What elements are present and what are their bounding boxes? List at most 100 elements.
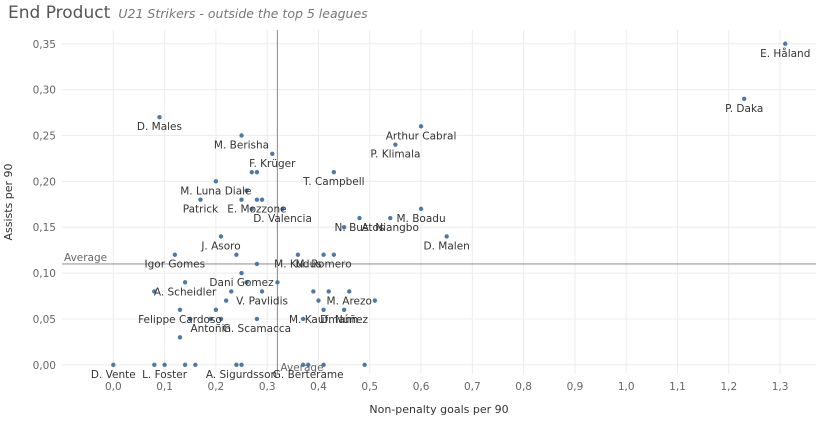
data-point xyxy=(321,363,325,367)
average-y-label: Average xyxy=(64,252,107,264)
data-point xyxy=(214,308,218,312)
point-label: D. Males xyxy=(137,121,182,133)
data-point xyxy=(255,262,259,266)
point-label: A. Sigurdsson xyxy=(206,369,277,381)
data-point xyxy=(219,234,223,238)
x-axis-ticks: 0,0 0,1 0,2 0,3 0,4 0,5 0,6 0,7 0,8 0,9 1,0 1,1 1,2 1… xyxy=(105,381,789,393)
data-point xyxy=(157,115,161,119)
data-point xyxy=(255,198,259,202)
point-label: D. Valencia xyxy=(253,213,312,225)
data-point xyxy=(357,216,361,220)
point-label: D. Vente xyxy=(91,369,136,381)
data-point xyxy=(214,179,218,183)
data-point xyxy=(419,124,423,128)
data-point xyxy=(224,298,228,302)
x-tick-label: 0,5 xyxy=(361,381,378,393)
data-point xyxy=(111,363,115,367)
y-tick-label: 0,25 xyxy=(33,130,56,142)
x-tick-label: 0,3 xyxy=(259,381,276,393)
data-point xyxy=(239,271,243,275)
x-tick-label: 1,0 xyxy=(618,381,635,393)
x-tick-label: 0,8 xyxy=(515,381,532,393)
data-point xyxy=(173,253,177,257)
y-axis-label: Assists per 90 xyxy=(2,163,15,240)
y-tick-label: 0,20 xyxy=(33,176,56,188)
data-point xyxy=(260,198,264,202)
x-tick-label: 0,7 xyxy=(464,381,481,393)
point-labels: E. Håland P. Daka Arthur Cabral D. Males M. … xyxy=(91,47,811,381)
x-tick-label: 0,6 xyxy=(413,381,430,393)
data-point xyxy=(388,216,392,220)
point-label: J. Asoro xyxy=(200,240,240,252)
point-label: G. Berterame xyxy=(273,369,344,381)
point-label: F. Krüger xyxy=(249,158,296,170)
y-tick-label: 0,30 xyxy=(33,85,56,97)
x-tick-label: 0,1 xyxy=(156,381,173,393)
data-point xyxy=(239,198,243,202)
data-point xyxy=(260,289,264,293)
data-point xyxy=(332,170,336,174)
point-label: D. Núñez xyxy=(320,314,368,326)
point-label: M. Berisha xyxy=(214,139,269,151)
y-tick-label: 0,10 xyxy=(33,268,56,280)
data-point xyxy=(393,142,397,146)
data-point xyxy=(178,335,182,339)
data-point xyxy=(152,363,156,367)
data-point xyxy=(250,170,254,174)
point-label: Arthur Cabral xyxy=(386,130,457,142)
data-point xyxy=(198,198,202,202)
data-point xyxy=(183,363,187,367)
point-label: A. Scheidler xyxy=(154,286,217,298)
point-label: D. Malen xyxy=(424,240,470,252)
point-label: E. Håland xyxy=(760,47,810,60)
data-point xyxy=(321,253,325,257)
point-label: T. Campbell xyxy=(302,176,364,188)
data-point xyxy=(306,363,310,367)
point-label: M. Romero xyxy=(295,259,351,271)
point-label: P. Klimala xyxy=(370,149,420,161)
data-point xyxy=(178,308,182,312)
point-label: P. Daka xyxy=(725,103,763,115)
data-point xyxy=(234,363,238,367)
data-point xyxy=(321,308,325,312)
point-label: Dani Gomez xyxy=(209,277,274,289)
y-tick-label: 0,05 xyxy=(33,314,56,326)
data-point xyxy=(255,170,259,174)
data-point xyxy=(301,363,305,367)
data-point xyxy=(255,317,259,321)
data-point xyxy=(362,363,366,367)
point-label: L. Foster xyxy=(142,369,188,381)
data-point xyxy=(275,280,279,284)
data-point xyxy=(347,289,351,293)
point-label: A. Niangbo xyxy=(362,222,419,234)
y-axis-ticks: 0,00 0,05 0,10 0,15 0,20 0,25 0,30 0,35 xyxy=(33,39,56,372)
data-point xyxy=(311,289,315,293)
data-point xyxy=(193,363,197,367)
data-point xyxy=(296,253,300,257)
point-label: V. Pavlidis xyxy=(236,295,288,307)
data-point xyxy=(270,152,274,156)
x-tick-label: 0,2 xyxy=(208,381,225,393)
x-tick-label: 1,3 xyxy=(772,381,789,393)
point-label: Patrick xyxy=(183,204,219,216)
data-point xyxy=(162,363,166,367)
data-point xyxy=(332,253,336,257)
x-axis-label: Non-penalty goals per 90 xyxy=(369,403,508,416)
x-tick-label: 1,1 xyxy=(669,381,686,393)
x-tick-label: 0,4 xyxy=(310,381,327,393)
data-point xyxy=(419,207,423,211)
x-tick-label: 0,9 xyxy=(567,381,584,393)
point-label: M. Arezo xyxy=(327,295,372,307)
data-point xyxy=(183,280,187,284)
y-tick-label: 0,15 xyxy=(33,222,56,234)
data-point xyxy=(742,97,746,101)
data-point xyxy=(783,42,787,46)
data-point xyxy=(239,133,243,137)
point-label: G. Scamacca xyxy=(223,323,291,335)
data-point xyxy=(342,308,346,312)
data-point xyxy=(444,234,448,238)
data-point xyxy=(229,289,233,293)
data-point xyxy=(373,298,377,302)
x-tick-label: 0,0 xyxy=(105,381,122,393)
